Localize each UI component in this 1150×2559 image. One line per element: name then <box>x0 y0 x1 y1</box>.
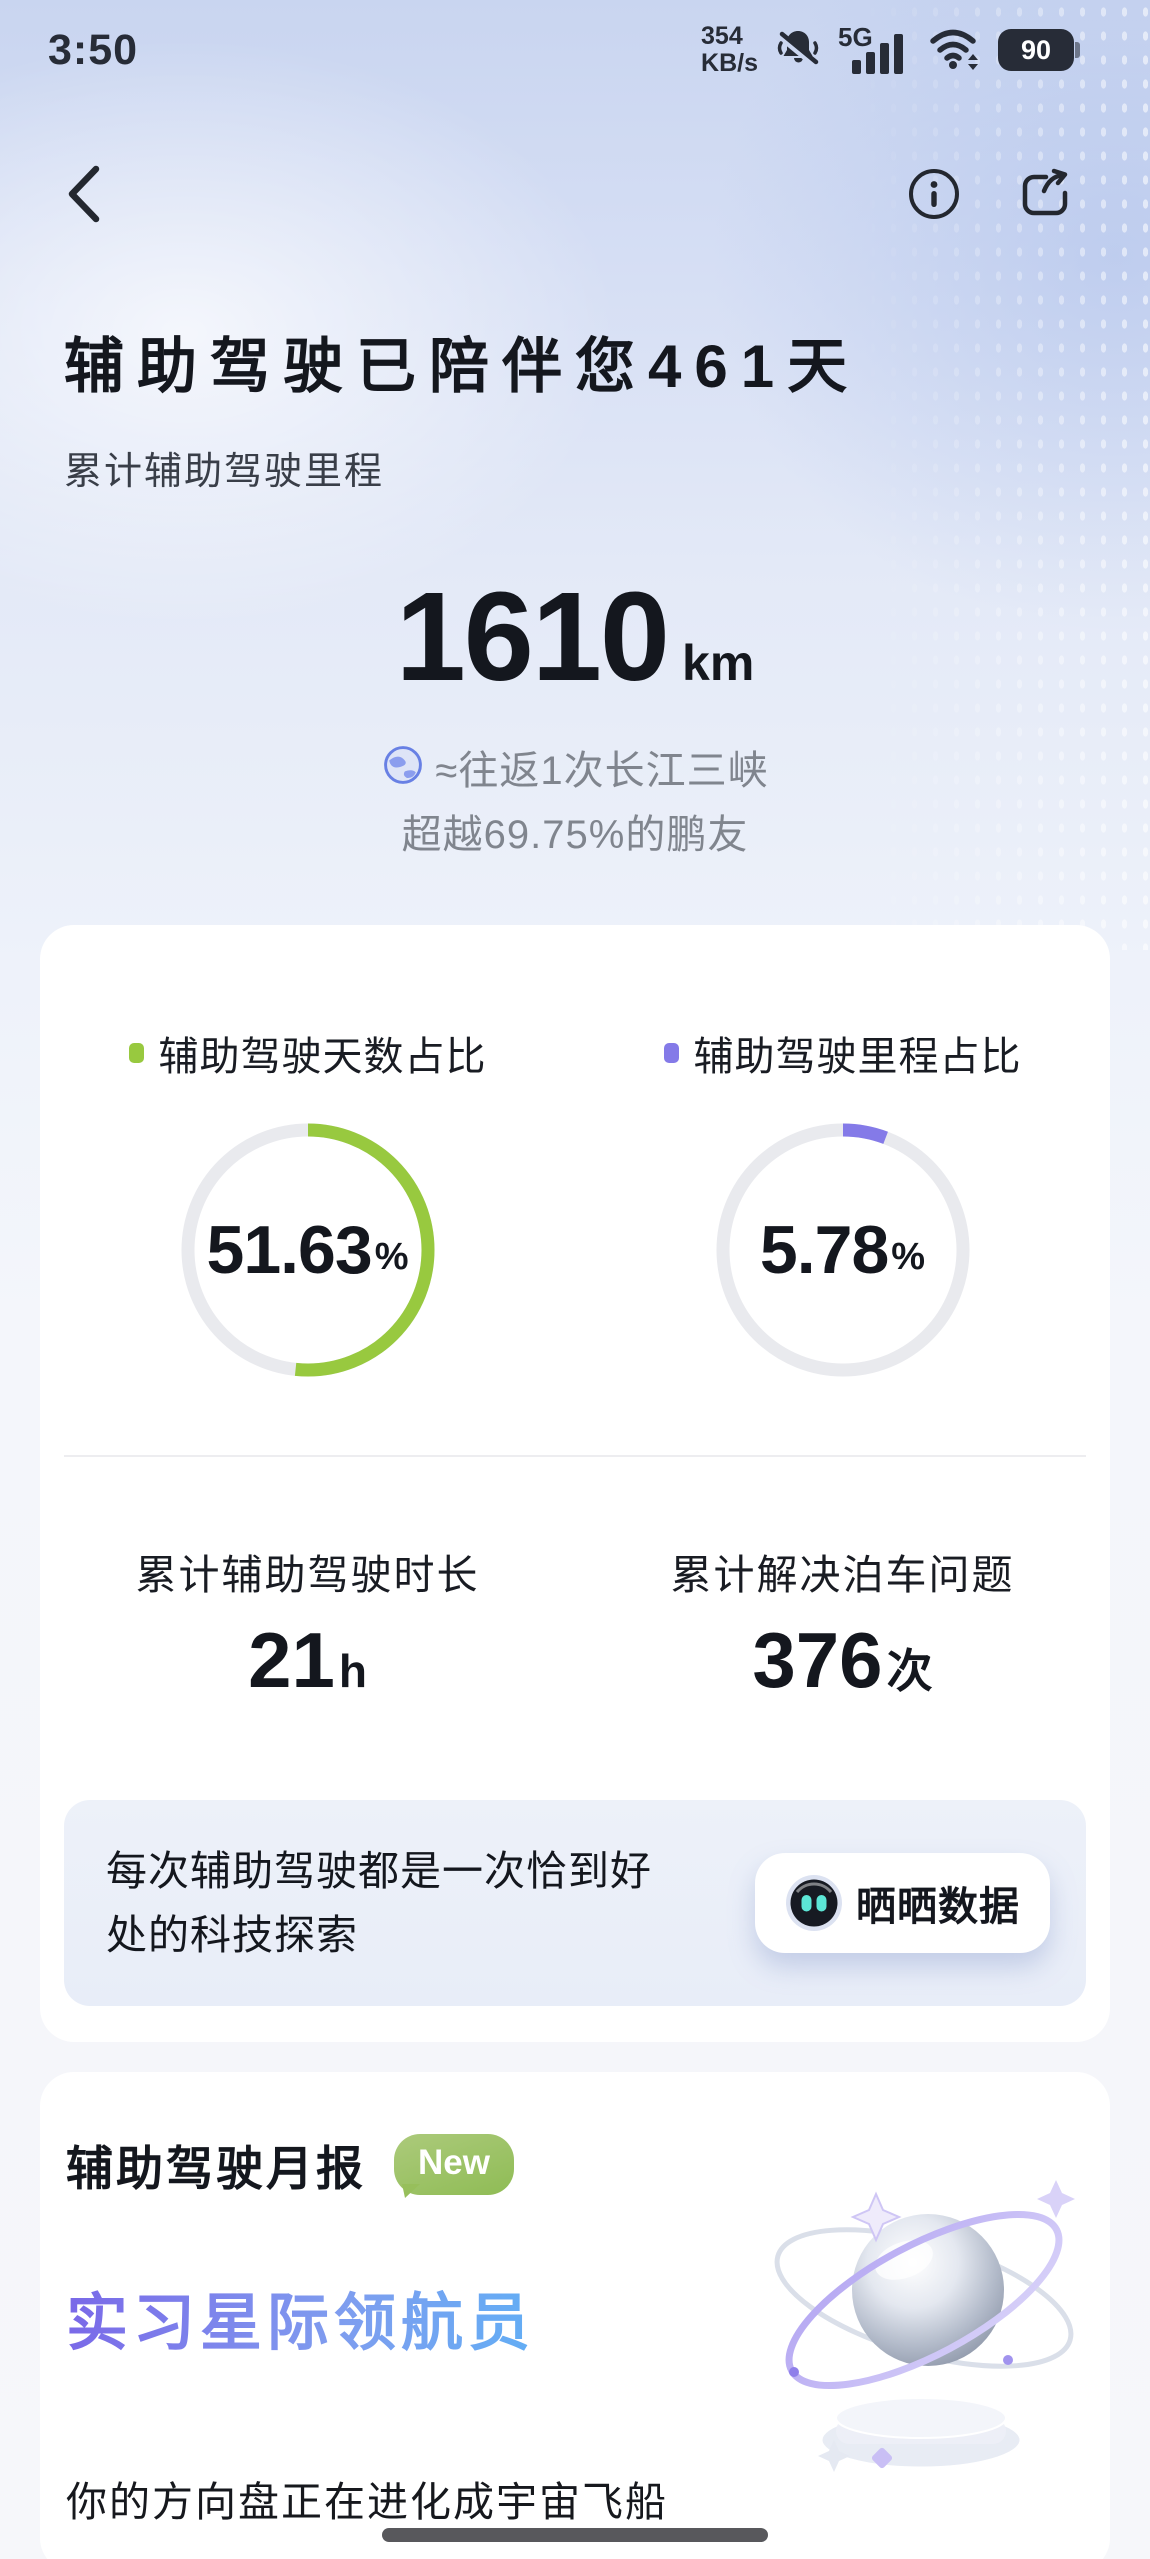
distance-value: 1610 <box>395 566 670 707</box>
cellular-signal: 5G <box>838 22 912 76</box>
clock-time: 3:50 <box>48 25 139 74</box>
page-subtitle: 累计辅助驾驶里程 <box>64 451 385 493</box>
legend-bullet <box>663 1043 679 1063</box>
metric-number: 376 <box>752 1616 883 1704</box>
metric-value: 21 h <box>248 1615 367 1706</box>
network-speed-value: 354 <box>701 22 743 50</box>
status-icons: 354 KB/s 5G <box>701 22 1080 77</box>
share-button[interactable] <box>1016 165 1074 223</box>
robot-icon <box>786 1875 842 1931</box>
donut-unit: % <box>374 1235 409 1278</box>
donut-chart: 5.78 % <box>716 1123 970 1377</box>
donut-number: 51.63 <box>206 1212 373 1288</box>
nav-bar <box>62 148 1074 240</box>
share-banner: 每次辅助驾驶都是一次恰到好处的科技探索 晒晒数据 <box>64 1800 1086 2006</box>
donut-unit: % <box>891 1235 926 1278</box>
network-speed: 354 KB/s <box>701 23 758 77</box>
metric-label: 累计解决泊车问题 <box>670 1552 1015 1598</box>
metric-parking-count: 累计解决泊车问题 376 次 <box>575 1541 1110 1706</box>
metric-unit: h <box>338 1645 367 1697</box>
banner-text: 每次辅助驾驶都是一次恰到好处的科技探索 <box>106 1848 652 1958</box>
monthly-report-card[interactable]: 辅助驾驶月报 New 实习星际领航员 <box>40 2072 1110 2559</box>
info-icon <box>909 169 959 219</box>
metric-unit: 次 <box>886 1645 933 1697</box>
days-share-donut: 辅助驾驶天数占比 51.63 % <box>40 1029 575 1377</box>
divider <box>64 1455 1086 1457</box>
report-header: 辅助驾驶月报 New <box>66 2130 514 2199</box>
globe-icon <box>381 743 425 792</box>
report-title: 辅助驾驶月报 <box>66 2142 366 2195</box>
battery-indicator: 90 <box>998 29 1080 71</box>
page-title: 辅助驾驶已陪伴您461天 <box>64 333 861 400</box>
wifi-icon <box>929 26 981 75</box>
mute-bell-icon <box>775 25 821 76</box>
status-bar: 3:50 354 KB/s 5G <box>48 16 1080 84</box>
donut-value: 5.78 % <box>716 1123 970 1377</box>
metric-value: 376 次 <box>752 1615 932 1706</box>
report-headline: 实习星际领航员 <box>66 2278 536 2370</box>
share-data-button[interactable]: 晒晒数据 <box>755 1853 1050 1953</box>
report-description: 你的方向盘正在进化成宇宙飞船 <box>66 2479 668 2520</box>
legend-label: 辅助驾驶天数占比 <box>158 1035 487 1079</box>
network-speed-unit: KB/s <box>701 49 758 77</box>
share-data-label: 晒晒数据 <box>856 1885 1020 1929</box>
distance-equivalence: ≈往返1次长江三峡 <box>0 738 1150 796</box>
battery-level: 90 <box>1020 34 1052 65</box>
back-button[interactable] <box>62 163 104 225</box>
rank-note: 超越69.75%的鹏友 <box>401 813 749 857</box>
legend: 辅助驾驶里程占比 <box>663 1029 1022 1079</box>
legend: 辅助驾驶天数占比 <box>128 1029 487 1079</box>
donut-chart: 51.63 % <box>181 1123 435 1377</box>
donut-charts: 辅助驾驶天数占比 51.63 % 辅助驾驶里程占比 <box>40 1029 1110 1377</box>
back-chevron-icon <box>68 165 100 223</box>
planet-illustration <box>774 2180 1075 2472</box>
stats-card: 辅助驾驶天数占比 51.63 % 辅助驾驶里程占比 <box>40 925 1110 2042</box>
metrics-row: 累计辅助驾驶时长 21 h 累计解决泊车问题 376 次 <box>40 1541 1110 1706</box>
network-type-label: 5G <box>838 22 873 52</box>
report-description-clip: 你的方向盘正在进化成宇宙飞船 <box>66 2476 786 2520</box>
metric-number: 21 <box>248 1616 335 1704</box>
legend-bullet <box>128 1043 144 1063</box>
metric-label: 累计辅助驾驶时长 <box>135 1552 480 1598</box>
metric-driving-hours: 累计辅助驾驶时长 21 h <box>40 1541 575 1706</box>
home-indicator[interactable] <box>382 2528 768 2542</box>
signal-bars-icon <box>852 34 903 74</box>
distance-unit: km <box>682 635 755 691</box>
legend-label: 辅助驾驶里程占比 <box>693 1035 1022 1079</box>
total-distance: 1610 km <box>0 574 1150 700</box>
mileage-share-donut: 辅助驾驶里程占比 5.78 % <box>575 1029 1110 1377</box>
donut-number: 5.78 <box>759 1212 889 1288</box>
donut-value: 51.63 % <box>181 1123 435 1377</box>
equivalence-text: ≈往返1次长江三峡 <box>435 749 769 793</box>
share-icon <box>1022 168 1068 216</box>
new-badge: New <box>394 2134 514 2198</box>
info-button[interactable] <box>906 166 962 222</box>
